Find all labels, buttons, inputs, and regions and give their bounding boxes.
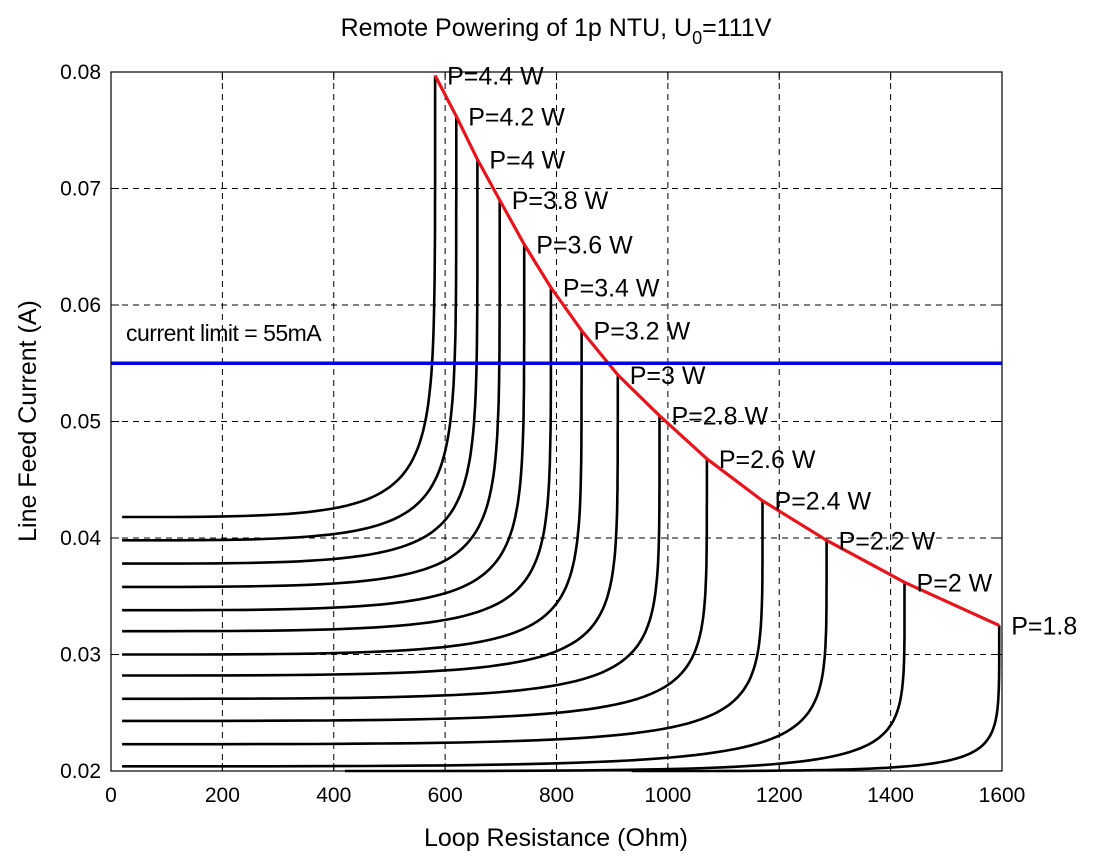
y-tick-label: 0.05: [60, 411, 101, 434]
y-tick-label: 0.07: [60, 178, 101, 201]
curve-labels: P=4.4 W P=4.2 W P=4 W P=3.8 W P=3.6 W P=3.4 W…: [447, 62, 1077, 640]
boundary-curve: [433, 74, 1000, 627]
x-tick-label: 1200: [756, 784, 803, 807]
power-curve: [122, 415, 661, 701]
curve-label: P=4.2 W: [468, 103, 565, 131]
max-power-boundary-line: [433, 74, 1000, 627]
x-tick-label: 1400: [867, 784, 914, 807]
power-curve: [631, 625, 1001, 773]
x-tick-label: 600: [428, 784, 463, 807]
x-tick-label: 1000: [645, 784, 692, 807]
y-tick-label: 0.06: [60, 294, 101, 317]
y-axis-label: Line Feed Current (A): [14, 300, 42, 542]
curve-label: P=3.4 W: [563, 275, 660, 303]
power-curve: [122, 200, 502, 589]
power-curve: [122, 244, 526, 612]
curve-label: P=3.6 W: [536, 231, 633, 259]
axis-ticks: 0 200 400 600 800 1000 1200 1400 1600 0.02 0.03 0.0…: [60, 61, 1025, 807]
power-curve: [122, 116, 458, 542]
x-tick-label: 1600: [979, 784, 1026, 807]
current-limit-label: current limit = 55mA: [126, 320, 322, 346]
y-tick-label: 0.02: [60, 760, 101, 783]
curve-label: P=2.4 W: [775, 488, 872, 516]
power-curve: [122, 500, 764, 746]
power-curve: [122, 458, 709, 723]
curve-label: P=4.4 W: [447, 62, 544, 90]
power-curve: [122, 374, 620, 677]
power-curve: [122, 287, 553, 633]
y-tick-label: 0.03: [60, 644, 101, 667]
power-curve: [122, 75, 437, 519]
power-curves: [122, 75, 1001, 773]
x-tick-label: 0: [105, 784, 117, 807]
curve-label: P=3.8 W: [512, 187, 609, 215]
power-curve: [122, 330, 583, 656]
x-tick-label: 800: [539, 784, 574, 807]
curve-label: P=2.8 W: [672, 403, 769, 431]
x-tick-label: 400: [316, 784, 351, 807]
curve-label: P=3.2 W: [594, 318, 691, 346]
grid: [111, 72, 1002, 771]
power-curve: [122, 159, 479, 565]
curve-label: P=2 W: [917, 569, 993, 597]
curve-label: P=4 W: [489, 146, 565, 174]
curve-label: P=2.2 W: [839, 527, 936, 555]
curve-label: P=2.6 W: [719, 446, 816, 474]
power-curve: [122, 540, 828, 768]
y-tick-label: 0.04: [60, 527, 101, 550]
curve-label: P=1.8: [1011, 612, 1077, 640]
plot-frame: [110, 71, 1003, 772]
chart-title: Remote Powering of 1p NTU, U0=111V: [341, 14, 772, 48]
curve-label: P=3 W: [630, 362, 706, 390]
y-tick-label: 0.08: [60, 61, 101, 84]
x-axis-label: Loop Resistance (Ohm): [424, 824, 688, 852]
x-tick-label: 200: [205, 784, 240, 807]
